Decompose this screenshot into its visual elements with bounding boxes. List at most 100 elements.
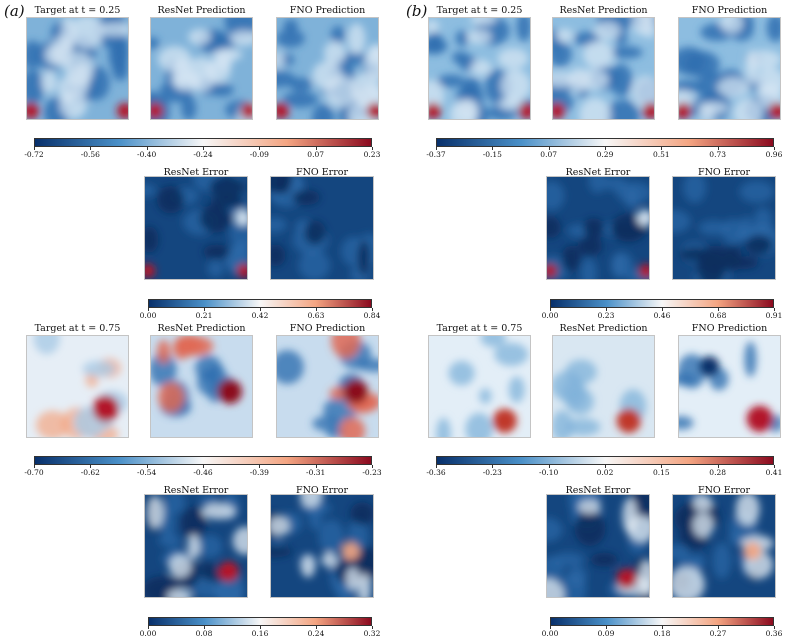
prediction-heatmap bbox=[276, 17, 379, 120]
colorbar-tick-label: 0.41 bbox=[765, 468, 783, 477]
colorbar-tick bbox=[492, 465, 494, 468]
map-title: ResNet Prediction bbox=[559, 5, 648, 16]
colorbar-tick bbox=[316, 626, 317, 629]
colorbar-tick-label: -0.15 bbox=[482, 150, 502, 159]
prediction-heatmap bbox=[678, 335, 781, 438]
colorbar-tick bbox=[717, 147, 719, 150]
colorbar-tick bbox=[606, 626, 607, 629]
map-title: Target at t = 0.75 bbox=[34, 323, 121, 334]
colorbar-tick bbox=[90, 465, 92, 468]
colorbar-tick-label: 0.07 bbox=[307, 150, 324, 159]
colorbar-tick-label: 0.32 bbox=[363, 629, 381, 638]
colorbar-tick-label: 0.42 bbox=[251, 311, 269, 320]
colorbar-tick-label: -0.09 bbox=[249, 150, 269, 159]
map-title: FNO Prediction bbox=[691, 323, 768, 334]
colorbar-tick bbox=[774, 626, 775, 629]
colorbar-tick-label: 0.24 bbox=[307, 629, 325, 638]
colorbar-tick-label: 0.96 bbox=[765, 150, 783, 159]
colorbar-tick-label: -0.70 bbox=[24, 468, 44, 477]
colorbar-tick-label: 0.00 bbox=[541, 311, 559, 320]
colorbar-tick-label: 0.00 bbox=[139, 629, 157, 638]
prediction-heatmap bbox=[150, 335, 253, 438]
map-title: Target at t = 0.75 bbox=[436, 323, 523, 334]
colorbar-tick-label: 0.18 bbox=[653, 629, 671, 638]
error-colorbar bbox=[550, 299, 774, 308]
error-map-title: FNO Error bbox=[698, 485, 750, 496]
error-heatmap bbox=[144, 494, 248, 598]
error-heatmap bbox=[672, 176, 776, 280]
colorbar-tick-label: 0.84 bbox=[363, 311, 381, 320]
colorbar-tick-label: -0.23 bbox=[482, 468, 502, 477]
colorbar-tick-label: 0.08 bbox=[195, 629, 213, 638]
colorbar-tick bbox=[372, 626, 373, 629]
error-map-title: ResNet Error bbox=[565, 167, 631, 178]
prediction-heatmap bbox=[428, 335, 531, 438]
colorbar-tick bbox=[372, 465, 373, 468]
error-heatmap bbox=[672, 494, 776, 598]
error-map-title: ResNet Error bbox=[163, 167, 229, 178]
prediction-heatmap bbox=[678, 17, 781, 120]
panel-label: (b) bbox=[406, 2, 428, 20]
colorbar-tick bbox=[203, 147, 204, 150]
colorbar-tick-label: -0.72 bbox=[24, 150, 44, 159]
error-heatmap bbox=[270, 494, 374, 598]
colorbar-tick bbox=[148, 626, 149, 629]
colorbar-tick bbox=[662, 626, 663, 629]
colorbar-tick bbox=[259, 465, 261, 468]
value-colorbar bbox=[436, 138, 774, 147]
colorbar-tick-label: -0.10 bbox=[539, 468, 559, 477]
colorbar-tick bbox=[372, 147, 373, 150]
colorbar-tick-label: 0.68 bbox=[709, 311, 727, 320]
colorbar-tick bbox=[436, 147, 437, 150]
colorbar-tick bbox=[605, 465, 606, 468]
colorbar-tick-label: 0.29 bbox=[596, 150, 614, 159]
error-heatmap bbox=[144, 176, 248, 280]
colorbar-tick-label: 0.36 bbox=[765, 629, 783, 638]
colorbar-tick-label: 0.02 bbox=[596, 468, 614, 477]
error-map-title: FNO Error bbox=[296, 485, 348, 496]
colorbar-tick bbox=[548, 465, 550, 468]
colorbar-tick-label: 0.16 bbox=[251, 629, 269, 638]
error-heatmap bbox=[546, 176, 650, 280]
colorbar-tick bbox=[315, 147, 317, 150]
error-colorbar bbox=[148, 617, 372, 626]
colorbar-tick-label: 0.27 bbox=[709, 629, 727, 638]
colorbar-tick bbox=[774, 465, 775, 468]
colorbar-tick bbox=[436, 465, 437, 468]
colorbar-tick-label: -0.39 bbox=[249, 468, 269, 477]
map-title: ResNet Prediction bbox=[157, 5, 246, 16]
map-title: FNO Prediction bbox=[691, 5, 768, 16]
colorbar-tick bbox=[550, 308, 551, 311]
error-map-title: FNO Error bbox=[698, 167, 750, 178]
prediction-heatmap bbox=[276, 335, 379, 438]
colorbar-tick bbox=[661, 147, 663, 150]
colorbar-tick bbox=[774, 308, 775, 311]
colorbar-tick bbox=[550, 626, 551, 629]
error-heatmap bbox=[270, 176, 374, 280]
colorbar-tick bbox=[605, 147, 606, 150]
prediction-heatmap bbox=[428, 17, 531, 120]
prediction-heatmap bbox=[26, 335, 129, 438]
map-title: Target at t = 0.25 bbox=[34, 5, 121, 16]
colorbar-tick-label: -0.24 bbox=[193, 150, 213, 159]
colorbar-tick bbox=[774, 147, 775, 150]
prediction-heatmap bbox=[552, 17, 655, 120]
colorbar-tick bbox=[548, 147, 550, 150]
error-map-title: ResNet Error bbox=[565, 485, 631, 496]
colorbar-tick-label: 0.63 bbox=[307, 311, 325, 320]
colorbar-tick-label: 0.15 bbox=[652, 468, 670, 477]
colorbar-tick-label: 0.00 bbox=[139, 311, 157, 320]
colorbar-tick bbox=[260, 626, 261, 629]
map-title: Target at t = 0.25 bbox=[436, 5, 523, 16]
colorbar-tick bbox=[662, 308, 663, 311]
colorbar-tick bbox=[606, 308, 607, 311]
colorbar-tick-label: 0.73 bbox=[709, 150, 726, 159]
colorbar-tick bbox=[316, 308, 317, 311]
colorbar-tick-label: 0.23 bbox=[597, 311, 615, 320]
error-map-title: ResNet Error bbox=[163, 485, 229, 496]
colorbar-tick bbox=[148, 308, 149, 311]
prediction-heatmap bbox=[150, 17, 253, 120]
map-title: FNO Prediction bbox=[289, 5, 366, 16]
colorbar-tick bbox=[146, 147, 148, 150]
map-title: ResNet Prediction bbox=[559, 323, 648, 334]
